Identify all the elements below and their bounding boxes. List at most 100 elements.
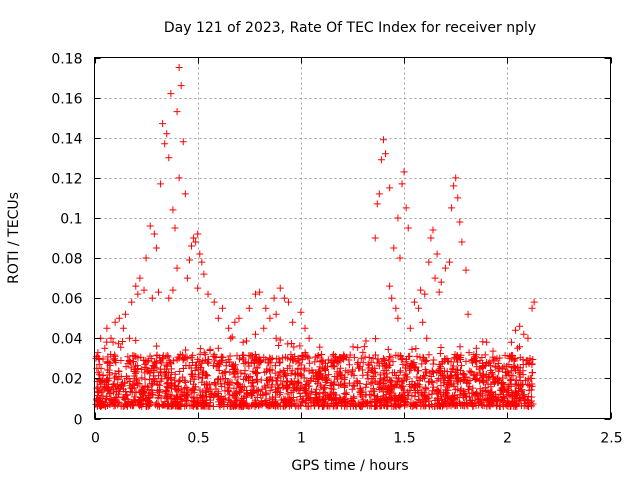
data-point (498, 386, 506, 394)
data-point (176, 368, 184, 376)
data-point (174, 353, 182, 361)
data-point (167, 90, 175, 98)
data-point (107, 390, 115, 398)
data-point (276, 359, 284, 367)
data-point (431, 274, 439, 282)
data-point (336, 364, 344, 372)
data-point (515, 343, 523, 351)
data-point (131, 397, 139, 405)
data-point (196, 364, 204, 372)
data-point (524, 375, 532, 383)
data-point (109, 338, 117, 346)
data-point (408, 392, 416, 400)
data-point (107, 334, 115, 342)
data-point (205, 402, 213, 410)
data-point (472, 375, 480, 383)
data-point (330, 363, 338, 371)
data-point (275, 355, 283, 363)
data-point (245, 362, 253, 370)
data-point (165, 294, 173, 302)
y-tick-label: 0.04 (51, 332, 82, 348)
data-point (412, 345, 420, 353)
data-point (169, 286, 177, 294)
data-point (142, 364, 150, 372)
data-point (284, 390, 292, 398)
data-point (514, 344, 522, 352)
data-point (133, 368, 141, 376)
data-point (305, 354, 313, 362)
data-point (509, 397, 517, 405)
data-point (516, 377, 524, 385)
data-point (287, 388, 295, 396)
data-point (104, 353, 112, 361)
data-point (132, 353, 140, 361)
data-point (474, 396, 482, 404)
data-point (404, 224, 412, 232)
data-point (422, 368, 430, 376)
data-point (136, 402, 144, 410)
data-point (159, 120, 167, 128)
data-point (387, 387, 395, 395)
data-point (126, 377, 134, 385)
data-point (122, 363, 130, 371)
data-point (425, 351, 433, 359)
data-point (505, 381, 513, 389)
data-point (195, 373, 203, 381)
data-point (462, 266, 470, 274)
data-point (218, 357, 226, 365)
data-point (296, 390, 304, 398)
data-point (489, 357, 497, 365)
data-point (373, 200, 381, 208)
data-point (231, 398, 239, 406)
data-point (204, 290, 212, 298)
data-point (126, 388, 134, 396)
data-point (242, 402, 250, 410)
data-point (474, 401, 482, 409)
data-point (386, 184, 394, 192)
data-point (318, 358, 326, 366)
data-point (360, 343, 368, 351)
data-point (151, 378, 159, 386)
data-point (103, 394, 111, 402)
data-point (476, 377, 484, 385)
data-point (214, 344, 222, 352)
data-point (180, 355, 188, 363)
data-point (438, 359, 446, 367)
data-point (228, 379, 236, 387)
data-point (103, 324, 111, 332)
data-point (179, 138, 187, 146)
data-point (403, 400, 411, 408)
data-point (386, 282, 394, 290)
data-point (362, 337, 370, 345)
data-point (156, 354, 164, 362)
data-point (335, 381, 343, 389)
data-point (206, 380, 214, 388)
data-point (155, 388, 163, 396)
data-point (364, 368, 372, 376)
data-point (275, 341, 283, 349)
data-point (163, 394, 171, 402)
data-point (296, 402, 304, 410)
data-point (457, 351, 465, 359)
data-point (396, 394, 404, 402)
data-point (452, 174, 460, 182)
data-point (152, 399, 160, 407)
axis-ticks (94, 57, 612, 420)
data-point (306, 377, 314, 385)
data-point (240, 397, 248, 405)
data-point (354, 344, 362, 352)
data-point (184, 397, 192, 405)
data-point (290, 343, 298, 351)
data-point (275, 383, 283, 391)
data-point (137, 400, 145, 408)
data-point (349, 381, 357, 389)
x-tick-label: 0 (91, 431, 100, 447)
data-point (362, 383, 370, 391)
data-point (146, 222, 154, 230)
data-point (97, 397, 105, 405)
data-point (356, 362, 364, 370)
data-point (132, 282, 140, 290)
data-point (234, 381, 242, 389)
data-point (394, 394, 402, 402)
data-point (336, 371, 344, 379)
